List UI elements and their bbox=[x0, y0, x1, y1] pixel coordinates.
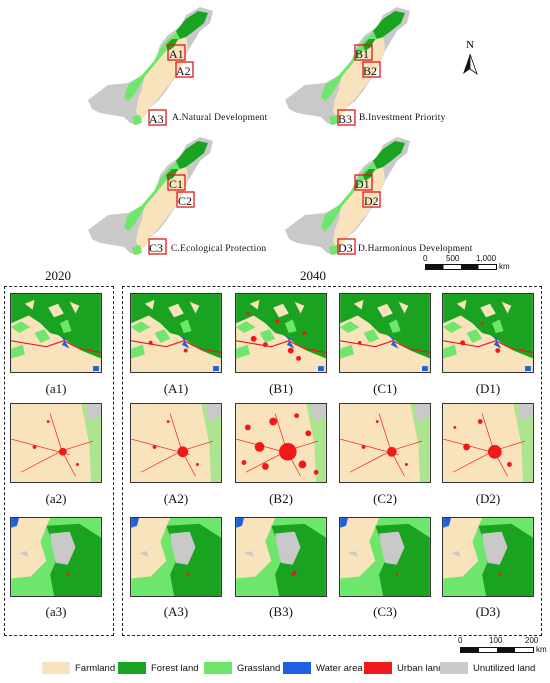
map-caption-b: B.Investment Priority bbox=[359, 113, 446, 123]
caption-A2: (A2) bbox=[163, 491, 189, 506]
caption-a1: (a1) bbox=[45, 381, 67, 396]
legend-swatch-farmland bbox=[42, 662, 70, 674]
map-panel-C3 bbox=[339, 517, 431, 597]
box-label-d3: D3 bbox=[338, 241, 353, 255]
caption-D3: (D3) bbox=[475, 604, 501, 619]
year-2020-label: 2020 bbox=[45, 268, 71, 283]
caption-A3: (A3) bbox=[163, 604, 189, 619]
legend-water: Water area bbox=[283, 660, 363, 676]
caption-D2: (D2) bbox=[475, 491, 501, 506]
scale-bottom-bar bbox=[460, 647, 534, 653]
map-panel-A2 bbox=[130, 403, 222, 483]
scale-top-tick-2: 1,000 bbox=[476, 254, 497, 263]
legend-label-unutilized: Unutilized land bbox=[473, 662, 536, 674]
box-label-a2: A2 bbox=[176, 64, 191, 78]
scale-bottom-tick-1: 100 bbox=[489, 636, 503, 645]
legend-grassland: Grassland bbox=[204, 660, 280, 676]
caption-C1: (C1) bbox=[373, 381, 397, 396]
legend-swatch-water bbox=[283, 662, 311, 674]
box-label-a1: A1 bbox=[169, 47, 184, 61]
caption-a2: (a2) bbox=[45, 491, 67, 506]
legend-swatch-forest bbox=[118, 662, 146, 674]
map-panel-a2 bbox=[10, 403, 102, 483]
legend-farmland: Farmland bbox=[42, 660, 115, 676]
box-label-b2: B2 bbox=[363, 64, 377, 78]
caption-A1: (A1) bbox=[163, 381, 189, 396]
map-panel-D1 bbox=[442, 293, 534, 373]
map-panel-D2 bbox=[442, 403, 534, 483]
map-caption-a: A.Natural Development bbox=[172, 113, 268, 123]
map-caption-c: C.Ecological Protection bbox=[171, 244, 267, 254]
map-panel-B2 bbox=[235, 403, 327, 483]
legend-swatch-grassland bbox=[204, 662, 232, 674]
map-panel-A3 bbox=[130, 517, 222, 597]
box-label-c2: C2 bbox=[178, 194, 192, 208]
caption-B1: (B1) bbox=[269, 381, 293, 396]
legend-unutilized: Unutilized land bbox=[440, 660, 535, 676]
map-panel-A1 bbox=[130, 293, 222, 373]
box-label-c1: C1 bbox=[169, 177, 183, 191]
legend-swatch-urban bbox=[364, 662, 392, 674]
frame-2020 bbox=[4, 286, 114, 636]
legend-label-grassland: Grassland bbox=[237, 662, 281, 674]
scale-bottom-tick-2: 200 bbox=[525, 636, 539, 645]
map-panel-a1 bbox=[10, 293, 102, 373]
box-label-b1: B1 bbox=[355, 47, 369, 61]
scale-top-unit: km bbox=[499, 262, 510, 271]
legend-label-farmland: Farmland bbox=[75, 662, 116, 674]
caption-B3: (B3) bbox=[269, 604, 293, 619]
map-panel-D3 bbox=[442, 517, 534, 597]
caption-a3: (a3) bbox=[45, 604, 67, 619]
overview-maps: A1 A2 A3 B1 B2 B3 C1 C2 C3 D1 D2 D3 N bbox=[88, 7, 478, 255]
caption-B2: (B2) bbox=[269, 491, 293, 506]
year-2040-label: 2040 bbox=[300, 268, 326, 283]
caption-D1: (D1) bbox=[475, 381, 501, 396]
frame-2040 bbox=[122, 286, 542, 636]
legend-label-water: Water area bbox=[316, 662, 363, 674]
caption-C2: (C2) bbox=[373, 491, 397, 506]
legend-label-forest: Forest land bbox=[151, 662, 199, 674]
box-label-d1: D1 bbox=[355, 177, 370, 191]
legend-forest: Forest land bbox=[118, 660, 199, 676]
north-arrow-icon: N bbox=[463, 39, 478, 76]
scale-bottom-tick-0: 0 bbox=[458, 636, 463, 645]
map-panel-B1 bbox=[235, 293, 327, 373]
legend-urban: Urban land bbox=[364, 660, 443, 676]
map-panel-C1 bbox=[339, 293, 431, 373]
map-panel-C2 bbox=[339, 403, 431, 483]
box-label-a3: A3 bbox=[149, 112, 164, 126]
legend-swatch-unutilized bbox=[440, 662, 468, 674]
scale-top-bar bbox=[425, 264, 497, 270]
svg-text:N: N bbox=[466, 39, 474, 51]
map-panel-a3 bbox=[10, 517, 102, 597]
scale-bottom-unit: km bbox=[536, 645, 547, 654]
map-caption-d: D.Harmonious Development bbox=[358, 244, 473, 254]
map-panel-B3 bbox=[235, 517, 327, 597]
caption-C3: (C3) bbox=[373, 604, 397, 619]
box-label-c3: C3 bbox=[149, 241, 163, 255]
scale-top-tick-0: 0 bbox=[423, 254, 428, 263]
scale-top-tick-1: 500 bbox=[446, 254, 460, 263]
box-label-d2: D2 bbox=[364, 194, 379, 208]
legend-label-urban: Urban land bbox=[397, 662, 444, 674]
box-label-b3: B3 bbox=[338, 112, 352, 126]
